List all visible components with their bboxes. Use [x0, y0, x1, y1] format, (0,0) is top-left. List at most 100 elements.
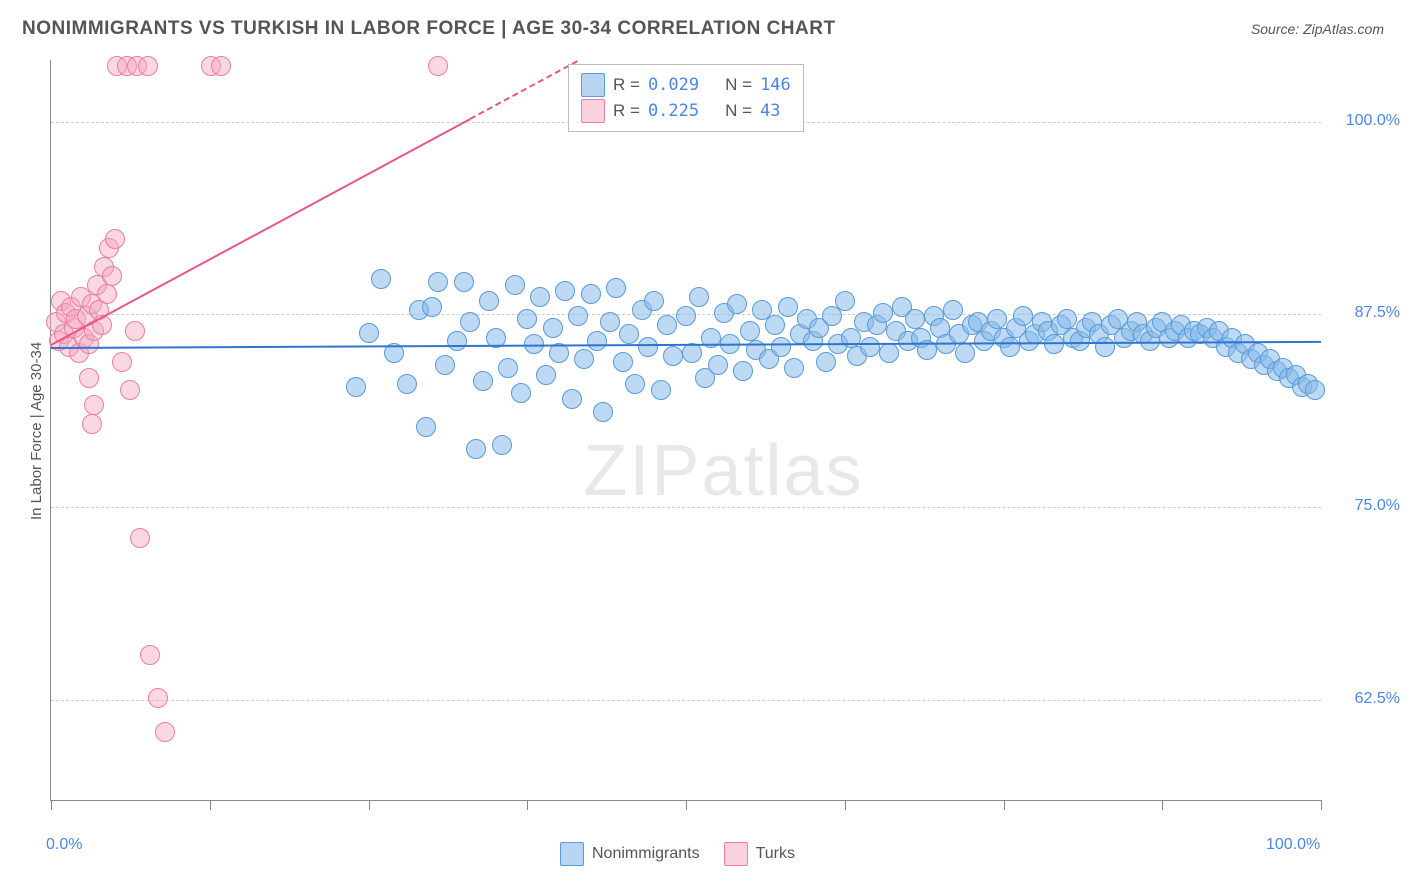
data-point	[82, 414, 102, 434]
data-point	[422, 297, 442, 317]
data-point	[466, 439, 486, 459]
x-tick	[369, 800, 370, 810]
data-point	[1057, 309, 1077, 329]
stats-row: R =0.225N = 43	[581, 99, 791, 123]
data-point	[733, 361, 753, 381]
data-point	[517, 309, 537, 329]
data-point	[638, 337, 658, 357]
data-point	[120, 380, 140, 400]
plot-area	[50, 60, 1321, 801]
r-value: 0.225	[648, 101, 699, 121]
data-point	[155, 722, 175, 742]
y-axis-title: In Labor Force | Age 30-34	[28, 342, 45, 520]
data-point	[397, 374, 417, 394]
data-point	[105, 229, 125, 249]
data-point	[511, 383, 531, 403]
data-point	[625, 374, 645, 394]
data-point	[987, 309, 1007, 329]
data-point	[492, 435, 512, 455]
data-point	[543, 318, 563, 338]
data-point	[676, 306, 696, 326]
data-point	[435, 355, 455, 375]
data-point	[873, 303, 893, 323]
x-tick	[210, 800, 211, 810]
data-point	[1013, 306, 1033, 326]
n-label: N =	[725, 75, 752, 95]
data-point	[428, 56, 448, 76]
series-swatch	[581, 73, 605, 97]
data-point	[447, 331, 467, 351]
data-point	[593, 402, 613, 422]
trend-line	[470, 60, 578, 120]
data-point	[619, 324, 639, 344]
data-point	[371, 269, 391, 289]
series-legend: Nonimmigrants Turks	[560, 842, 795, 866]
x-tick	[51, 800, 52, 810]
data-point	[140, 645, 160, 665]
data-point	[778, 297, 798, 317]
legend-label: Turks	[756, 845, 795, 863]
data-point	[644, 291, 664, 311]
data-point	[130, 528, 150, 548]
data-point	[125, 321, 145, 341]
data-point	[460, 312, 480, 332]
legend-swatch	[560, 842, 584, 866]
data-point	[879, 343, 899, 363]
y-tick-label: 75.0%	[1330, 497, 1400, 515]
stats-row: R = 0.029 N = 146	[581, 73, 791, 97]
n-value: 43	[760, 101, 780, 121]
correlation-stats-box: R =0.029N =146R =0.225N = 43	[568, 64, 804, 132]
data-point	[473, 371, 493, 391]
gridline-h	[51, 507, 1321, 508]
data-point	[211, 56, 231, 76]
data-point	[138, 56, 158, 76]
data-point	[689, 287, 709, 307]
data-point	[536, 365, 556, 385]
data-point	[148, 688, 168, 708]
data-point	[740, 321, 760, 341]
data-point	[784, 358, 804, 378]
data-point	[606, 278, 626, 298]
data-point	[505, 275, 525, 295]
data-point	[498, 358, 518, 378]
data-point	[359, 323, 379, 343]
legend-item: Turks	[724, 842, 795, 866]
data-point	[79, 368, 99, 388]
r-label: R =	[613, 101, 640, 121]
data-point	[479, 291, 499, 311]
data-point	[102, 266, 122, 286]
data-point	[112, 352, 132, 372]
x-tick	[1162, 800, 1163, 810]
data-point	[600, 312, 620, 332]
gridline-h	[51, 700, 1321, 701]
r-value: 0.029	[648, 75, 699, 95]
chart-title: NONIMMIGRANTS VS TURKISH IN LABOR FORCE …	[22, 18, 836, 40]
data-point	[657, 315, 677, 335]
y-tick-label: 87.5%	[1330, 304, 1400, 322]
data-point	[1000, 337, 1020, 357]
r-label: R =	[613, 75, 640, 95]
data-point	[727, 294, 747, 314]
data-point	[765, 315, 785, 335]
x-axis-max-label: 100.0%	[1266, 836, 1320, 854]
n-value: 146	[760, 75, 791, 95]
y-tick-label: 100.0%	[1330, 112, 1400, 130]
data-point	[346, 377, 366, 397]
data-point	[530, 287, 550, 307]
legend-item: Nonimmigrants	[560, 842, 700, 866]
data-point	[428, 272, 448, 292]
data-point	[555, 281, 575, 301]
data-point	[587, 331, 607, 351]
data-point	[416, 417, 436, 437]
data-point	[860, 337, 880, 357]
data-point	[568, 306, 588, 326]
data-point	[1305, 380, 1325, 400]
chart-header: NONIMMIGRANTS VS TURKISH IN LABOR FORCE …	[22, 18, 1384, 40]
data-point	[454, 272, 474, 292]
data-point	[97, 284, 117, 304]
source-attribution: Source: ZipAtlas.com	[1251, 21, 1384, 37]
data-point	[613, 352, 633, 372]
data-point	[905, 309, 925, 329]
data-point	[771, 337, 791, 357]
legend-swatch	[724, 842, 748, 866]
